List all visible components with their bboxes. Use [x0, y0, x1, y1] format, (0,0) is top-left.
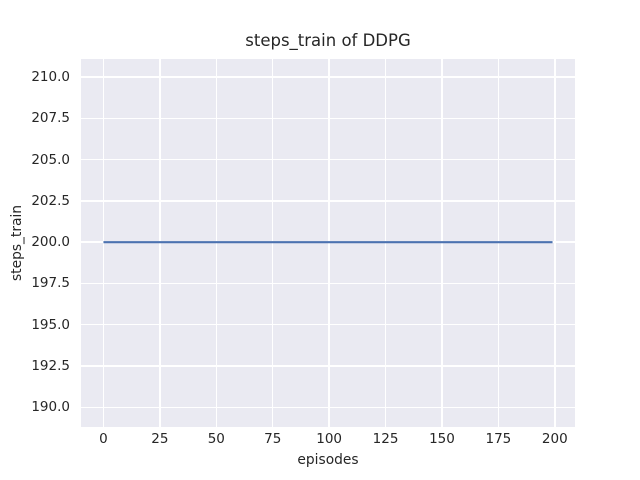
x-tick-label: 100 — [316, 431, 343, 447]
y-gridline — [81, 76, 575, 78]
series-layer — [103, 241, 553, 244]
y-gridline — [81, 365, 575, 367]
x-tick-label: 175 — [485, 431, 512, 447]
x-axis-label: episodes — [297, 452, 359, 468]
y-tick-label: 205.0 — [31, 151, 70, 168]
y-tick-label: 207.5 — [31, 110, 70, 127]
chart-title: steps_train of DDPG — [245, 31, 411, 50]
y-gridline — [81, 323, 575, 326]
y-tick-label: 192.5 — [31, 357, 70, 374]
x-tick-label: 50 — [207, 431, 225, 447]
y-tick-label: 197.5 — [31, 275, 70, 292]
y-gridline — [81, 158, 575, 161]
y-tick-label: 202.5 — [31, 192, 70, 209]
x-tick-label: 125 — [372, 431, 399, 447]
y-tick-label: 195.0 — [31, 316, 70, 333]
x-tick-label: 200 — [541, 431, 568, 447]
x-tick-label: 25 — [151, 431, 169, 447]
y-gridline — [81, 282, 575, 285]
x-gridline — [554, 59, 556, 427]
x-tick-label: 0 — [99, 431, 108, 447]
y-tick-label: 200.0 — [31, 234, 70, 251]
y-tick-label: 190.0 — [31, 399, 70, 416]
x-tick-label: 75 — [264, 431, 282, 447]
y-tick-label: 210.0 — [31, 69, 70, 86]
y-gridline — [81, 406, 575, 408]
y-gridline — [81, 117, 575, 120]
plot-area — [81, 59, 575, 427]
x-tick-label: 150 — [429, 431, 455, 447]
y-gridline — [81, 200, 575, 202]
